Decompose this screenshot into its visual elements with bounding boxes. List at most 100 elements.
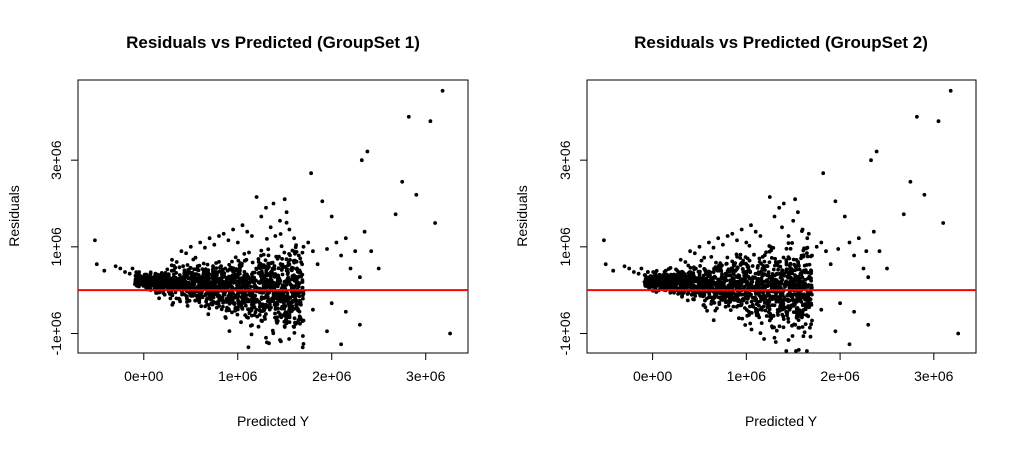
data-point: [239, 295, 244, 300]
data-point: [188, 293, 193, 298]
data-point: [802, 295, 806, 300]
data-point: [269, 281, 274, 286]
data-point: [788, 261, 793, 266]
x-axis-ticks: 0e+00 1e+06 2e+06 3e+06: [633, 353, 954, 384]
data-point: [877, 249, 882, 254]
data-point: [217, 282, 222, 287]
data-point: [726, 299, 731, 304]
data-point: [821, 171, 826, 176]
data-point: [242, 270, 247, 274]
data-point: [752, 252, 756, 257]
x-tick-label: 1e+06: [727, 368, 767, 384]
data-point: [741, 297, 746, 301]
data-point: [231, 266, 236, 270]
data-point: [188, 244, 193, 249]
data-point: [137, 270, 142, 274]
data-point: [915, 114, 919, 119]
data-point: [773, 340, 778, 344]
chart-title: Residuals vs Predicted (GroupSet 1): [126, 33, 420, 52]
data-point: [758, 234, 763, 238]
data-point: [231, 269, 236, 274]
data-point: [264, 335, 268, 340]
data-point: [160, 279, 165, 284]
data-point: [792, 277, 797, 282]
data-point: [761, 285, 765, 290]
data-point: [785, 305, 789, 310]
data-point: [155, 284, 160, 289]
data-point: [736, 303, 741, 308]
data-point: [764, 250, 768, 255]
data-point: [824, 249, 828, 254]
data-point: [740, 316, 745, 321]
data-point: [806, 231, 811, 236]
data-point: [756, 308, 760, 312]
data-point: [805, 254, 810, 259]
data-point: [177, 273, 182, 277]
y-tick-label: -1e+06: [48, 311, 64, 355]
data-point: [730, 259, 735, 264]
data-point: [280, 257, 284, 261]
data-point: [676, 275, 680, 280]
data-point: [769, 256, 774, 260]
data-point: [746, 295, 751, 299]
data-point: [359, 158, 364, 163]
data-point: [602, 238, 606, 243]
data-point: [660, 279, 664, 284]
data-point: [266, 253, 271, 258]
data-point: [165, 285, 170, 290]
data-point: [141, 275, 146, 280]
data-point: [806, 283, 811, 287]
data-point: [264, 205, 268, 210]
data-point: [662, 270, 667, 274]
data-point: [180, 285, 184, 290]
data-point: [362, 229, 367, 234]
data-point: [298, 256, 303, 261]
data-point: [137, 284, 141, 289]
data-point: [767, 307, 772, 312]
data-point: [168, 292, 172, 296]
data-point: [290, 283, 294, 288]
data-point: [703, 267, 707, 272]
data-point: [790, 334, 795, 338]
data-point: [797, 308, 802, 312]
data-point: [266, 261, 271, 266]
data-point: [259, 248, 264, 253]
data-point: [273, 311, 277, 316]
data-point: [693, 294, 698, 298]
data-point: [196, 277, 201, 282]
data-point: [753, 271, 758, 276]
data-point: [766, 298, 770, 303]
y-axis-ticks: -1e+06 1e+06 3e+06: [48, 140, 78, 355]
data-point: [216, 301, 221, 306]
data-point: [864, 249, 869, 254]
data-point: [788, 305, 793, 310]
data-point: [756, 272, 761, 276]
data-point: [297, 281, 302, 286]
data-point: [278, 218, 282, 223]
data-point: [271, 294, 276, 298]
data-point: [280, 272, 285, 277]
data-point: [728, 282, 732, 286]
data-point: [268, 302, 272, 306]
data-point: [782, 306, 786, 311]
data-point: [704, 296, 709, 301]
data-point: [731, 268, 735, 272]
data-point: [214, 266, 219, 270]
data-point: [291, 259, 296, 263]
data-point: [772, 335, 777, 340]
data-point: [284, 210, 289, 215]
data-point: [233, 273, 238, 277]
data-point: [775, 310, 780, 315]
data-point: [168, 296, 173, 301]
data-point: [230, 279, 235, 284]
data-point: [144, 272, 148, 277]
data-point: [250, 313, 254, 318]
data-point: [102, 268, 107, 273]
data-point: [227, 262, 232, 267]
data-point: [267, 341, 271, 346]
data-point: [127, 271, 132, 276]
data-point: [178, 299, 183, 304]
data-point: [198, 240, 203, 245]
data-point: [777, 272, 782, 276]
data-point: [174, 271, 179, 275]
